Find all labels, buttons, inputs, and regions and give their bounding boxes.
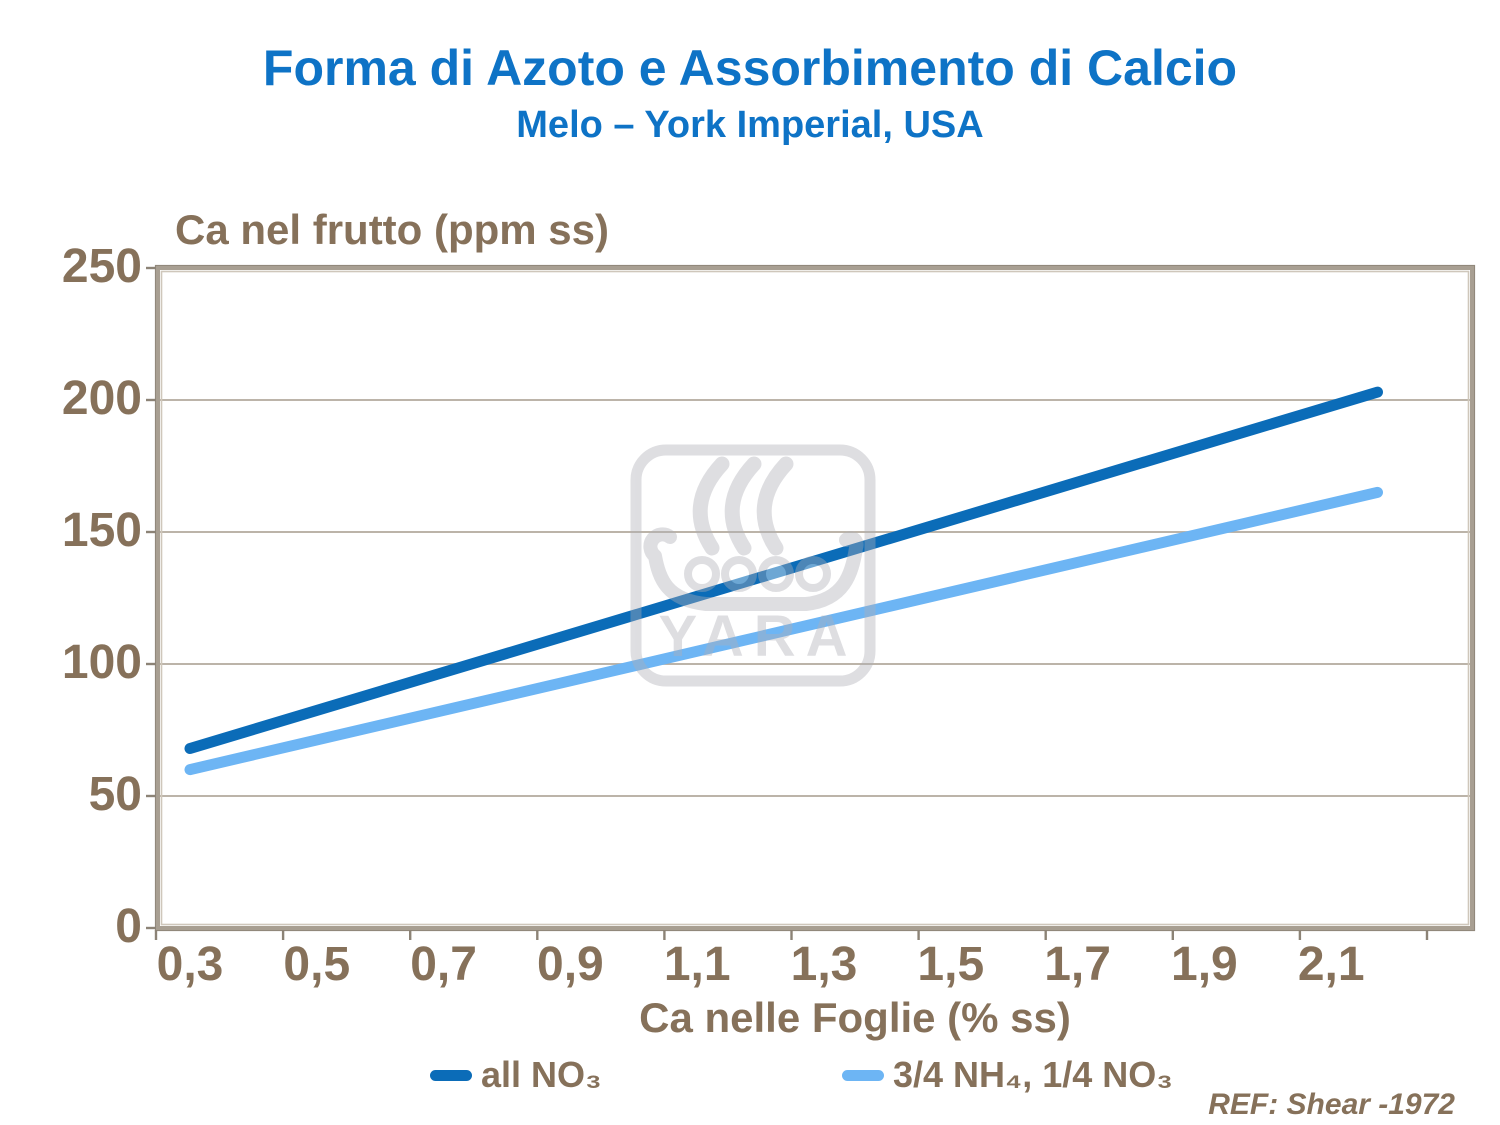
- x-tick-label: 0,5: [283, 938, 351, 991]
- x-axis-title: Ca nelle Foglie (% ss): [639, 994, 1071, 1041]
- series-line-0: [184, 386, 1383, 754]
- x-tick-label: 1,9: [1171, 938, 1238, 991]
- x-tick-label: 0,3: [156, 938, 224, 991]
- y-tick-label: 150: [61, 504, 142, 557]
- plot-border: [156, 266, 1474, 930]
- y-axis-title: Ca nel frutto (ppm ss): [175, 206, 610, 253]
- yara-watermark-text: YARA: [658, 604, 857, 669]
- y-tick-label: 50: [88, 768, 142, 821]
- yara-viking-ship-logo: YARA: [630, 444, 876, 687]
- x-tick-label: 0,7: [410, 938, 477, 991]
- reference-note: REF: Shear -1972: [1208, 1088, 1455, 1121]
- y-tick-label: 200: [61, 372, 142, 425]
- chart-title: Forma di Azoto e Assorbimento di Calcio: [262, 40, 1238, 96]
- x-tick-label: 1,5: [917, 938, 985, 991]
- y-tick-label: 100: [61, 636, 142, 689]
- x-tick-label: 0,9: [537, 938, 604, 991]
- legend-item-all-no3: all NO₃: [430, 1053, 602, 1097]
- legend-swatch-nh4-no3: [842, 1069, 884, 1081]
- x-tick-label: 1,1: [663, 938, 731, 991]
- chart-subtitle: Melo – York Imperial, USA: [516, 104, 984, 146]
- legend-label-nh4-no3: 3/4 NH₄, 1/4 NO₃: [893, 1054, 1173, 1095]
- y-tick-label: 250: [61, 240, 142, 293]
- legend-swatch-all-no3: [430, 1069, 472, 1081]
- legend-label-all-no3: all NO₃: [481, 1054, 602, 1095]
- y-tick-label: 0: [115, 900, 142, 953]
- x-tick-label: 1,3: [790, 938, 858, 991]
- series-line-1: [184, 486, 1383, 776]
- plot-border-inner: [160, 270, 1470, 926]
- plot-border-outer: [154, 264, 1476, 932]
- x-tick-label: 2,1: [1297, 938, 1365, 991]
- x-tick-label: 1,7: [1044, 938, 1111, 991]
- legend-item-nh4-no3: 3/4 NH₄, 1/4 NO₃: [842, 1053, 1173, 1097]
